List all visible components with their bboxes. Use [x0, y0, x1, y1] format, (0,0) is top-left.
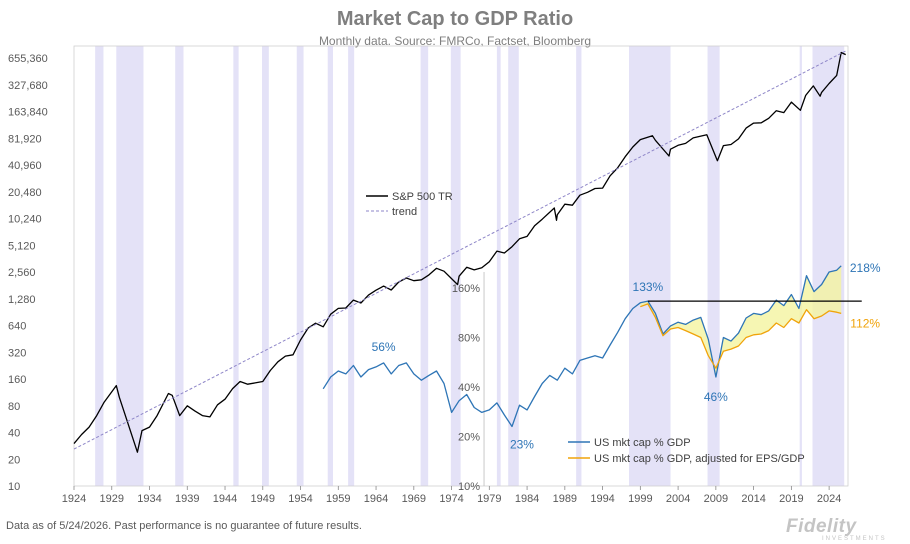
- inset-axis-tick-label: 160%: [452, 283, 480, 295]
- left-axis-tick-label: 2,560: [8, 267, 36, 279]
- left-axis-tick-label: 327,680: [8, 80, 48, 92]
- annotation-label: 56%: [372, 340, 396, 354]
- left-axis-tick-label: 40,960: [8, 160, 42, 172]
- annotation-label: 46%: [704, 390, 728, 404]
- annotation-label: 23%: [510, 438, 534, 452]
- annotation-label: 218%: [850, 261, 881, 275]
- x-axis-tick-label: 1954: [288, 493, 312, 505]
- legend-label-sp500: S&P 500 TR: [392, 191, 453, 203]
- x-axis-tick-label: 1934: [137, 493, 161, 505]
- recession-band: [116, 46, 144, 486]
- recession-band: [812, 46, 845, 486]
- left-axis-tick-label: 160: [8, 374, 26, 386]
- legend-label-adjusted: US mkt cap % GDP, adjusted for EPS/GDP: [594, 453, 805, 465]
- x-axis-tick-label: 1939: [175, 493, 199, 505]
- inset-axis-tick-label: 20%: [458, 431, 480, 443]
- plot-frame: [73, 45, 849, 487]
- x-axis-tick-label: 1969: [402, 493, 426, 505]
- recession-band: [508, 46, 519, 486]
- recession-band: [420, 46, 429, 486]
- fidelity-logo-subtext: INVESTMENTS: [822, 536, 887, 542]
- chart-subtitle: Monthly data. Source: FMRCo, Factset, Bl…: [318, 34, 592, 48]
- x-axis-tick-label: 2004: [666, 493, 690, 505]
- recession-band: [175, 46, 184, 486]
- annotation-label: 133%: [633, 280, 664, 294]
- recession-band: [576, 46, 582, 486]
- x-axis-tick-label: 2024: [817, 493, 841, 505]
- series-line-3: [640, 303, 842, 369]
- x-axis-tick-label: 1949: [251, 493, 275, 505]
- x-axis-tick-label: 1999: [628, 493, 652, 505]
- x-axis-tick-label: 2009: [704, 493, 728, 505]
- recession-band: [233, 46, 239, 486]
- left-axis-tick-label: 40: [8, 428, 20, 440]
- recession-band: [95, 46, 104, 486]
- left-axis-tick-label: 163,840: [8, 107, 48, 119]
- fidelity-logo: Fidelity: [786, 516, 857, 537]
- left-axis-tick-label: 320: [8, 347, 26, 359]
- x-axis-tick-label: 1929: [100, 493, 124, 505]
- recession-band: [629, 46, 671, 486]
- inset-axis-tick-label: 10%: [458, 481, 480, 493]
- left-axis-tick-label: 5,120: [8, 240, 36, 252]
- x-axis-tick-label: 1984: [515, 493, 539, 505]
- x-axis-tick-label: 1994: [590, 493, 614, 505]
- footnote: Data as of 5/24/2026. Past performance i…: [6, 520, 362, 532]
- recession-band: [262, 46, 269, 486]
- inset-axis-tick-label: 40%: [458, 382, 480, 394]
- chart-title: Market Cap to GDP Ratio: [336, 8, 574, 30]
- left-axis-tick-label: 10: [8, 481, 20, 493]
- recession-band: [799, 46, 802, 486]
- left-axis-tick-label: 20: [8, 454, 20, 466]
- recession-band: [450, 46, 461, 486]
- recession-band: [707, 46, 720, 486]
- left-axis-tick-label: 10,240: [8, 214, 42, 226]
- x-axis-tick-label: 1989: [553, 493, 577, 505]
- left-axis-tick-label: 640: [8, 321, 26, 333]
- x-axis-tick-label: 2014: [741, 493, 765, 505]
- left-axis-tick-label: 81,920: [8, 133, 42, 145]
- x-axis-tick-label: 1979: [477, 493, 501, 505]
- inset-axis-tick-label: 80%: [458, 332, 480, 344]
- x-axis-tick-label: 1924: [62, 493, 86, 505]
- series-line-0: [73, 51, 846, 453]
- legend-label-mktcap: US mkt cap % GDP: [594, 437, 691, 449]
- x-axis-tick-label: 1959: [326, 493, 350, 505]
- legend-label-trend: trend: [392, 206, 417, 218]
- x-axis-tick-label: 2019: [779, 493, 803, 505]
- annotation-label: 112%: [850, 316, 880, 330]
- recession-band: [348, 46, 355, 486]
- left-axis-tick-label: 1,280: [8, 294, 36, 306]
- left-axis-tick-label: 20,480: [8, 187, 42, 199]
- recession-band: [496, 46, 501, 486]
- recession-band: [327, 46, 334, 486]
- x-axis-tick-label: 1974: [439, 493, 463, 505]
- left-axis-tick-label: 655,360: [8, 53, 48, 65]
- recession-band: [296, 46, 304, 486]
- x-axis-tick-label: 1944: [213, 493, 237, 505]
- x-axis-tick-label: 1964: [364, 493, 388, 505]
- series-line-2: [322, 265, 842, 428]
- left-axis-tick-label: 80: [8, 401, 20, 413]
